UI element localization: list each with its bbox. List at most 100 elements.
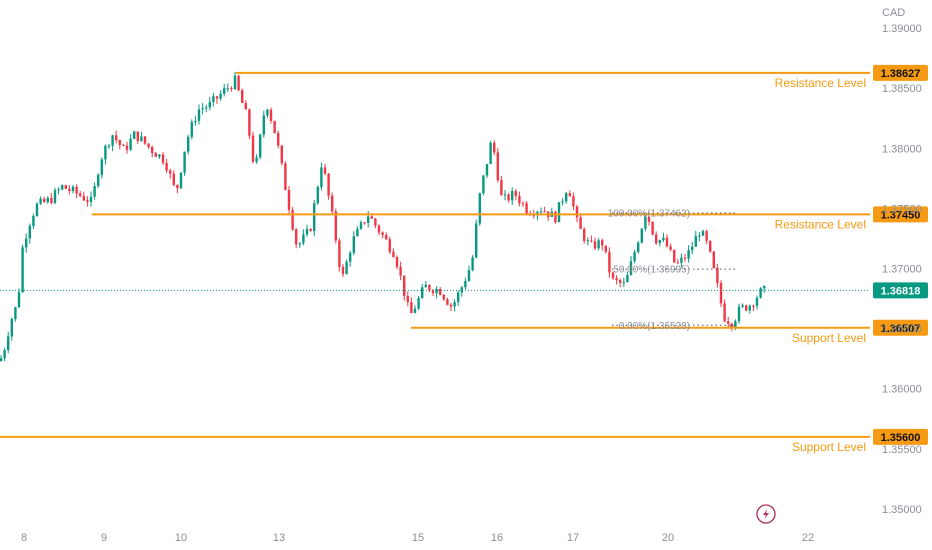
candle-body [521,203,525,205]
candle-body [266,109,269,116]
candle-body [133,131,136,139]
candle-body [115,135,118,141]
candle-body [17,292,21,308]
candle-body [197,109,201,121]
candle-body [320,167,323,188]
candle-body [280,145,283,164]
candle-body [413,308,417,314]
candle-body [21,247,24,293]
candle-body [453,302,456,307]
time-tick-label: 13 [273,532,285,544]
level-price-badge [873,64,928,81]
candle-body [377,225,381,233]
candle-body [637,242,640,253]
level-price-badge [873,206,928,223]
candle-body [305,229,309,235]
candle-body [71,186,75,192]
time-tick-label: 22 [802,532,814,544]
candle-body [241,90,244,103]
candle-body [219,93,222,99]
candle-body [665,237,669,247]
candle-body [410,302,413,314]
candle-body [611,272,615,279]
candle-body [273,120,276,134]
flash-icon[interactable] [756,504,776,524]
candle-body [388,239,391,252]
candle-body [79,193,82,196]
candle-body [514,191,517,196]
candle-body [557,202,561,223]
candle-body [586,240,589,242]
candle-body [334,211,337,241]
candle-body [565,193,568,202]
candle-body [701,231,705,236]
candle-body [572,196,575,207]
candle-body [107,145,111,147]
time-axis[interactable]: 8 9 10 13 15 16 17 20 22 [21,532,814,544]
candle-body [752,305,755,307]
candle-body [511,191,514,201]
candle-body [172,173,175,185]
candle-body [493,142,496,153]
candle-body [187,136,190,152]
candle-body [575,206,579,218]
candle-body [583,229,586,241]
candle-body [226,88,229,90]
candle-body [370,216,373,219]
candle-body [287,190,291,210]
candle-body [255,157,258,162]
candle-body [25,238,28,248]
candle-body [244,102,247,110]
fib-level-label: 100.00%(1.37462) [608,208,690,219]
candle-body [403,275,406,297]
candle-body [345,261,348,275]
candle-body [485,164,489,176]
candle-body [190,122,193,137]
candle-body [619,280,622,283]
time-tick-label: 15 [412,532,424,544]
candle-body [230,88,233,90]
candle-body [503,194,507,196]
levels: Resistance Level 1.38627 Resistance Level 1… [0,64,928,454]
price-axis[interactable]: 1.39000 1.38500 1.38000 1.37500 1.37000 1.365… [882,23,922,516]
candle-body [100,159,103,175]
candle-body [392,251,395,258]
price-tick-label: 1.36500 [882,324,922,336]
candle-body [32,215,35,226]
candle-body [730,323,733,328]
candle-body [61,185,64,190]
candle-body [719,283,723,304]
candle-body [57,189,60,191]
candle-body [593,241,597,249]
candle-body [176,184,179,189]
candle-body [183,151,186,173]
candle-body [543,211,546,213]
candle-body [118,140,121,146]
candle-body [262,115,265,135]
candle-body [291,209,294,230]
candle-body [169,170,172,174]
level-price-badge [873,319,928,336]
candles [0,72,766,362]
candle-body [341,267,345,275]
fibonacci-retracement: 100.00%(1.37462) 50.00%(1.36995) 0.00%(1.3… [608,208,735,332]
candle-body [136,131,139,142]
candle-body [478,193,481,224]
candle-body [3,350,6,359]
candle-body [395,257,399,267]
candle-body [165,162,168,171]
price-tick-label: 1.37500 [882,203,922,215]
candle-body [712,251,715,269]
price-tick-label: 1.36000 [882,384,922,396]
candle-body [277,133,280,146]
candle-body [43,198,46,202]
fib-level-label: 50.00%(1.36995) [613,265,690,276]
candle-body [298,243,301,245]
candle-body [208,101,211,108]
candle-body [161,154,165,163]
candle-body [269,109,273,121]
candle-body [331,195,334,212]
candle-body [676,262,679,264]
candle-body [716,268,719,284]
